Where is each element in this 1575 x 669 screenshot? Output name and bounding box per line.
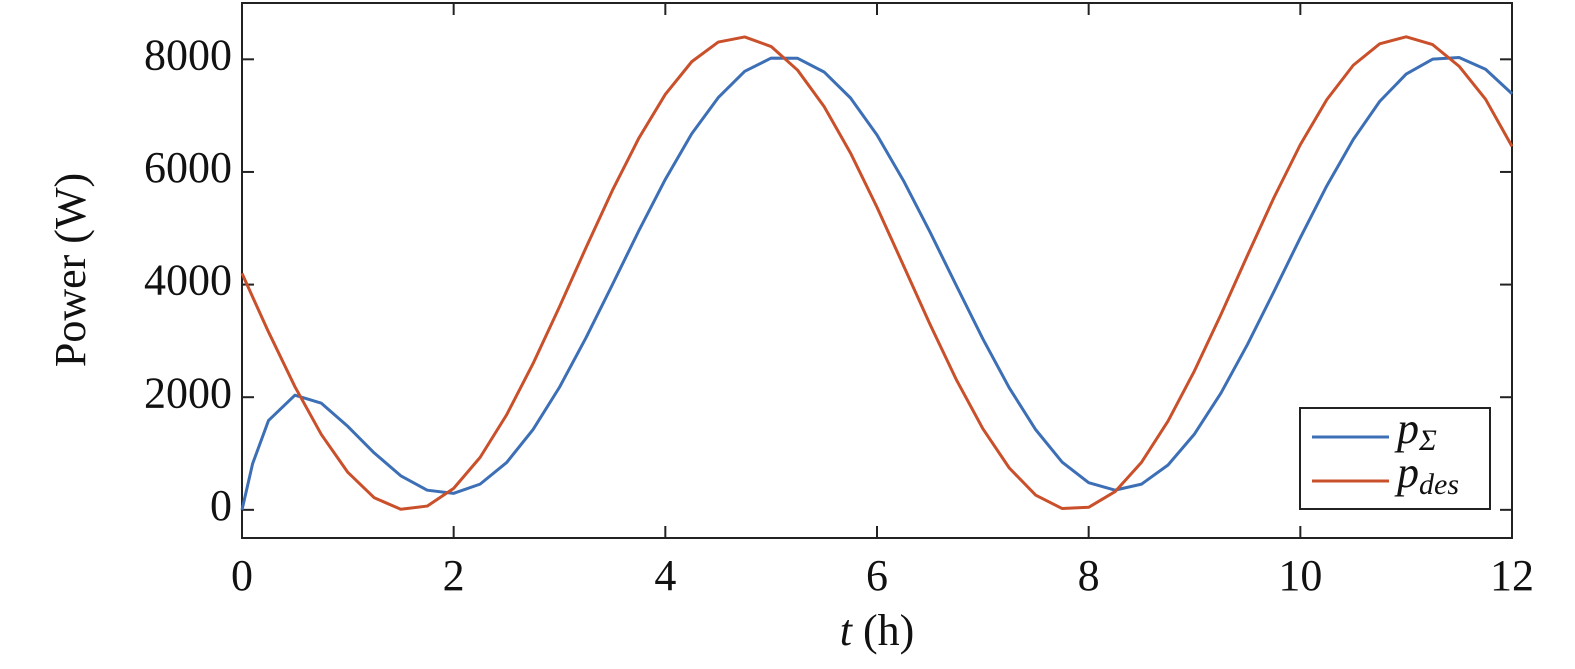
x-tick-label: 4	[654, 551, 676, 600]
y-tick-label: 4000	[144, 256, 232, 305]
y-tick-label: 6000	[144, 143, 232, 192]
x-tick-label: 2	[443, 551, 465, 600]
x-tick-label: 6	[866, 551, 888, 600]
legend-label: pΣ	[1394, 404, 1437, 457]
x-axis-label: t (h)	[840, 606, 915, 655]
x-tick-label: 8	[1078, 551, 1100, 600]
y-tick-label: 2000	[144, 368, 232, 417]
x-tick-label: 0	[231, 551, 253, 600]
y-tick-label: 8000	[144, 30, 232, 79]
x-tick-label: 12	[1490, 551, 1534, 600]
series-line	[240, 55, 1514, 511]
x-tick-label: 10	[1278, 551, 1322, 600]
y-tick-label: 0	[210, 481, 232, 530]
series-line	[240, 35, 1514, 511]
legend-label: pdes	[1394, 448, 1459, 501]
legend-box	[1299, 407, 1491, 510]
y-axis-label: Power (W)	[46, 173, 95, 367]
